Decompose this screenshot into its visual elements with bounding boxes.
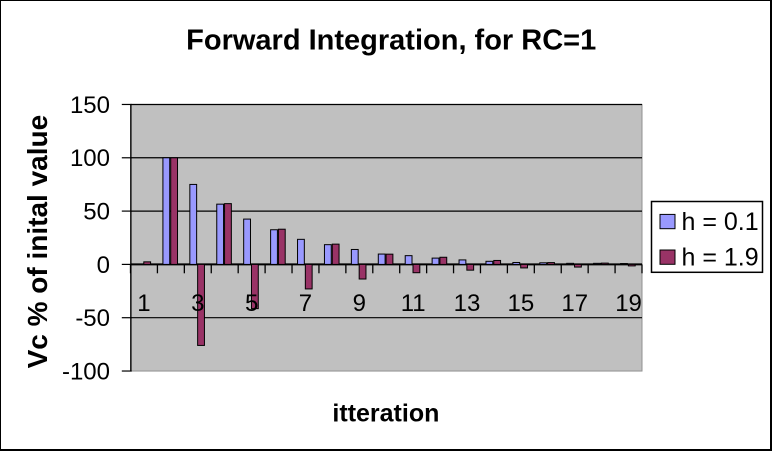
svg-text:3: 3 xyxy=(191,290,204,317)
svg-text:0: 0 xyxy=(97,252,110,279)
svg-text:7: 7 xyxy=(299,290,312,317)
svg-text:Forward Integration, for RC=1: Forward Integration, for RC=1 xyxy=(186,25,596,57)
svg-text:h = 1.9: h = 1.9 xyxy=(682,244,759,272)
svg-text:5: 5 xyxy=(245,290,258,317)
svg-text:1: 1 xyxy=(137,290,150,317)
svg-text:-50: -50 xyxy=(75,305,110,332)
svg-text:17: 17 xyxy=(561,290,588,317)
svg-text:100: 100 xyxy=(70,145,110,172)
svg-text:9: 9 xyxy=(353,290,366,317)
svg-text:-100: -100 xyxy=(62,358,110,385)
svg-text:13: 13 xyxy=(454,290,481,317)
svg-text:50: 50 xyxy=(83,198,110,225)
svg-text:h = 0.1: h = 0.1 xyxy=(682,208,759,236)
svg-text:19: 19 xyxy=(615,290,642,317)
svg-text:itteration: itteration xyxy=(332,400,439,428)
svg-text:Vc % of inital value: Vc % of inital value xyxy=(22,115,53,369)
svg-text:11: 11 xyxy=(401,290,426,317)
svg-text:150: 150 xyxy=(70,92,110,119)
svg-text:15: 15 xyxy=(508,290,535,317)
